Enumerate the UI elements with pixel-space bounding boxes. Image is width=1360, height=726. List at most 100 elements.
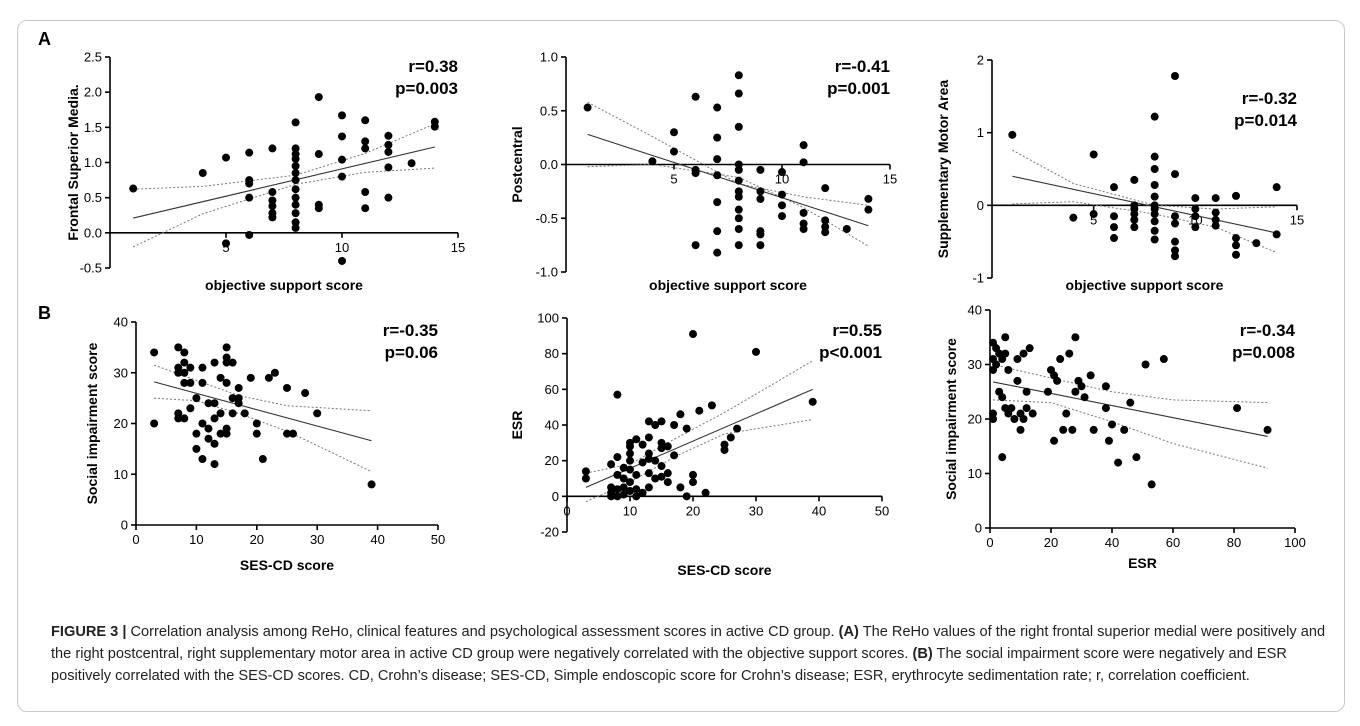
data-point [992,360,1001,369]
data-point [670,147,678,156]
data-point [713,198,722,207]
data-point [651,456,660,465]
x-tick-label: 10 [775,172,789,187]
data-point [407,159,416,168]
x-axis-title: SES-CD score [677,562,771,578]
x-tick-label: 100 [1284,535,1306,550]
data-point [283,429,291,438]
stat-annotation: r=-0.34 [1240,321,1296,340]
data-point [613,485,622,494]
y-tick-label: 10 [968,466,982,481]
data-point [338,132,346,141]
data-point [1043,387,1052,396]
y-tick-label: 1 [977,125,984,140]
data-point [626,465,634,474]
panel-letter-b: B [38,303,51,323]
data-point [268,144,277,153]
data-point [228,409,237,418]
data-point [607,492,616,501]
data-point [1191,204,1200,213]
x-tick-label: 5 [670,172,677,187]
data-point [626,486,634,495]
data-point [210,439,219,448]
y-tick-label: 60 [545,382,559,397]
data-point [1110,234,1118,243]
stat-annotation: r=-0.32 [1242,89,1297,108]
data-point [252,419,261,428]
data-point [752,347,760,356]
data-point [756,187,765,196]
data-point [695,406,704,415]
data-point [1110,223,1118,232]
y-tick-label: 0.5 [84,190,102,205]
data-point [291,200,300,209]
regression-line [153,381,372,442]
data-point [657,444,666,453]
data-point [1071,333,1080,342]
data-point [638,440,647,449]
data-point [430,122,439,131]
data-point [268,196,277,205]
y-tick-label: 0 [977,198,984,213]
data-point [180,358,189,367]
data-point [638,458,647,467]
data-point [726,433,735,442]
data-point [651,421,660,429]
data-point [632,492,641,501]
data-point [1150,192,1159,201]
data-point [799,158,808,167]
y-tick-label: 10 [114,467,128,482]
data-point [778,212,786,221]
y-tick-label: 0.0 [540,157,558,172]
y-tick-label: 0 [975,521,982,536]
data-point [1141,360,1150,369]
ci-lower-line [1012,201,1277,254]
data-point [313,409,322,418]
data-point [384,163,393,172]
data-point [1086,371,1095,380]
data-point [150,419,159,428]
data-point [338,256,346,265]
y-tick-label: -1.0 [536,265,558,280]
data-point [338,111,346,120]
data-point [1211,208,1220,217]
data-point [1130,175,1139,184]
data-point [734,176,743,185]
data-point [733,424,742,433]
data-point [998,453,1007,462]
data-point [632,485,641,494]
data-point [613,470,622,479]
data-point [1114,458,1123,467]
figure-frame: A B FIGURE 3 | Correlation analysis amon… [17,20,1345,712]
regression-line [587,133,869,227]
data-point [361,204,370,213]
data-point [626,456,634,465]
data-point [1089,210,1098,219]
data-point [821,228,830,237]
data-point [234,399,243,408]
x-tick-label: 60 [1166,535,1180,550]
y-axis-title: Social impairment score [84,342,100,504]
data-point [1150,112,1159,121]
data-point [613,453,622,462]
data-point [651,474,660,483]
data-point [1171,237,1179,246]
data-point [384,131,393,140]
data-point [268,188,277,197]
data-point [682,492,691,501]
y-axis-title: Postcentral [509,126,525,202]
x-tick-label: 15 [451,240,465,255]
data-point [291,193,300,202]
data-point [734,205,743,214]
data-point [713,133,722,142]
y-tick-label: 30 [114,365,128,380]
data-point [245,193,254,202]
data-point [778,168,786,177]
data-point [1232,191,1240,200]
data-point [607,460,616,469]
ci-lower-line [154,397,372,473]
data-point [204,434,213,443]
x-tick-label: 20 [686,503,700,518]
data-point [1004,365,1013,374]
ci-upper-line [585,360,813,474]
